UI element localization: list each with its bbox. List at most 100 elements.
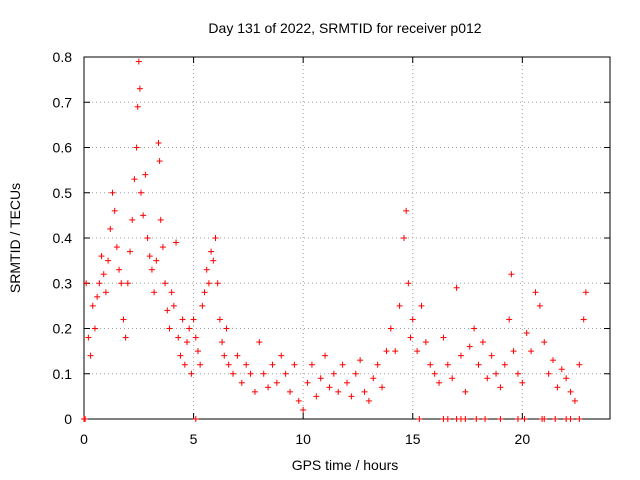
data-point bbox=[387, 325, 394, 332]
data-point bbox=[563, 375, 570, 382]
data-point bbox=[105, 257, 112, 264]
data-point bbox=[287, 388, 294, 395]
data-point bbox=[536, 302, 543, 309]
data-point bbox=[260, 370, 267, 377]
data-point bbox=[102, 289, 109, 296]
data-point bbox=[282, 370, 289, 377]
data-point bbox=[111, 207, 118, 214]
data-point bbox=[118, 280, 125, 287]
x-tick-label: 5 bbox=[190, 431, 198, 447]
data-point bbox=[528, 348, 535, 355]
data-point bbox=[514, 370, 521, 377]
data-point bbox=[89, 302, 96, 309]
data-point bbox=[216, 316, 223, 323]
data-point bbox=[405, 280, 412, 287]
data-point bbox=[107, 225, 114, 232]
data-point bbox=[175, 334, 182, 341]
x-tick-label: 20 bbox=[515, 431, 531, 447]
data-point bbox=[186, 325, 193, 332]
data-point bbox=[453, 284, 460, 291]
y-tick-label: 0.3 bbox=[53, 275, 73, 291]
data-point bbox=[205, 280, 212, 287]
x-axis-title: GPS time / hours bbox=[292, 457, 399, 473]
data-point bbox=[462, 388, 469, 395]
y-tick-label: 0.2 bbox=[53, 321, 73, 337]
data-point bbox=[194, 348, 201, 355]
data-point bbox=[153, 257, 160, 264]
data-point bbox=[523, 330, 530, 337]
data-point bbox=[166, 325, 173, 332]
data-point bbox=[550, 357, 557, 364]
data-point bbox=[418, 302, 425, 309]
x-tick-label: 15 bbox=[405, 431, 421, 447]
data-point bbox=[273, 379, 280, 386]
data-point bbox=[475, 361, 482, 368]
data-point bbox=[396, 302, 403, 309]
data-point bbox=[129, 216, 136, 223]
data-point bbox=[199, 302, 206, 309]
data-point bbox=[197, 361, 204, 368]
data-point bbox=[192, 334, 199, 341]
y-tick-label: 0.7 bbox=[53, 94, 73, 110]
data-point bbox=[532, 289, 539, 296]
data-point bbox=[493, 370, 500, 377]
data-point bbox=[234, 352, 241, 359]
x-axis: 0 5 10 15 20 bbox=[80, 57, 530, 447]
data-point bbox=[223, 325, 230, 332]
data-point bbox=[330, 370, 337, 377]
data-point bbox=[168, 289, 175, 296]
data-point bbox=[188, 370, 195, 377]
data-point bbox=[449, 375, 456, 382]
data-point bbox=[436, 379, 443, 386]
data-point bbox=[177, 352, 184, 359]
data-point bbox=[162, 280, 169, 287]
data-point bbox=[571, 397, 578, 404]
data-point bbox=[554, 384, 561, 391]
data-point bbox=[479, 339, 486, 346]
data-point bbox=[159, 244, 166, 251]
data-point bbox=[471, 325, 478, 332]
data-point bbox=[156, 158, 163, 165]
data-point bbox=[210, 257, 217, 264]
data-point bbox=[576, 361, 583, 368]
data-point bbox=[582, 289, 589, 296]
data-point bbox=[348, 393, 355, 400]
data-point bbox=[221, 352, 228, 359]
data-point bbox=[361, 388, 368, 395]
data-point bbox=[137, 189, 144, 196]
data-point bbox=[407, 334, 414, 341]
data-point bbox=[203, 266, 210, 273]
data-point bbox=[212, 235, 219, 241]
data-point bbox=[164, 307, 171, 314]
chart-title: Day 131 of 2022, SRMTID for receiver p01… bbox=[208, 20, 481, 36]
data-point bbox=[431, 370, 438, 377]
data-point bbox=[225, 361, 232, 368]
y-tick-label: 0.4 bbox=[53, 230, 73, 246]
data-point bbox=[109, 189, 116, 196]
data-point bbox=[142, 171, 149, 178]
data-point bbox=[427, 361, 434, 368]
data-point bbox=[113, 244, 120, 251]
data-point bbox=[155, 139, 162, 146]
data-point bbox=[416, 416, 423, 422]
data-point bbox=[508, 271, 515, 278]
data-point bbox=[179, 316, 186, 323]
data-point bbox=[339, 361, 346, 368]
data-point bbox=[400, 235, 407, 241]
data-point bbox=[497, 416, 504, 422]
data-point bbox=[208, 248, 215, 255]
data-point bbox=[365, 397, 372, 404]
plot-frame bbox=[83, 56, 611, 420]
data-point bbox=[576, 416, 583, 422]
data-point bbox=[133, 144, 140, 151]
data-point bbox=[352, 370, 359, 377]
data-point bbox=[144, 235, 151, 241]
data-point bbox=[466, 343, 473, 350]
data-point bbox=[580, 316, 587, 323]
data-point bbox=[383, 348, 390, 355]
data-point bbox=[357, 357, 364, 364]
data-point bbox=[83, 280, 90, 287]
data-point bbox=[173, 239, 180, 246]
data-point bbox=[256, 339, 263, 346]
data-point bbox=[541, 339, 548, 346]
